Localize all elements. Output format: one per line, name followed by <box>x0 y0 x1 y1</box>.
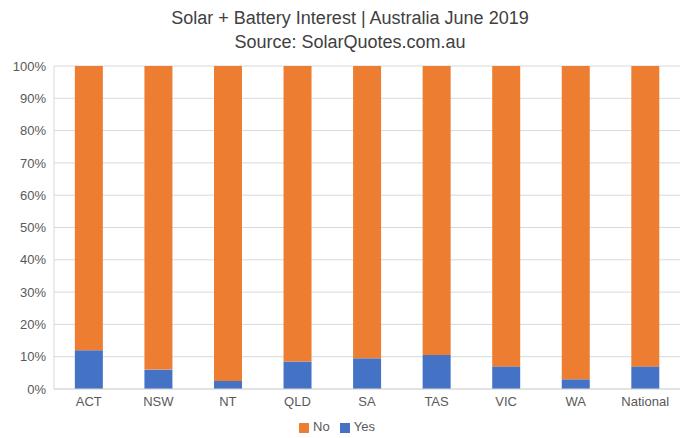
svg-text:30%: 30% <box>20 285 46 300</box>
html-text:Source: SolarQuotes.com.au: Source: SolarQuotes.com.au <box>234 32 466 52</box>
svg-text:ACT: ACT <box>76 394 102 409</box>
svg-text:60%: 60% <box>20 188 46 203</box>
svg-text:TAS: TAS <box>424 394 449 409</box>
svg-text:QLD: QLD <box>284 394 311 409</box>
svg-text:SA: SA <box>358 394 376 409</box>
svg-text:0%: 0% <box>27 382 46 397</box>
svg-text:National: National <box>621 394 669 409</box>
html-text:No: No <box>313 419 330 434</box>
svg-text:20%: 20% <box>20 317 46 332</box>
svg-text:50%: 50% <box>20 220 46 235</box>
svg-text:10%: 10% <box>20 349 46 364</box>
svg-text:NT: NT <box>219 394 236 409</box>
svg-text:90%: 90% <box>20 91 46 106</box>
svg-text:WA: WA <box>565 394 586 409</box>
svg-text:VIC: VIC <box>495 394 517 409</box>
svg-text:70%: 70% <box>20 156 46 171</box>
html-text:Solar + Battery Interest | Aus: Solar + Battery Interest | Australia Jun… <box>171 8 529 28</box>
svg-text:80%: 80% <box>20 123 46 138</box>
html-text:Yes: Yes <box>353 419 375 434</box>
svg-text:NSW: NSW <box>143 394 174 409</box>
svg-text:40%: 40% <box>20 252 46 267</box>
svg-text:100%: 100% <box>13 59 47 74</box>
